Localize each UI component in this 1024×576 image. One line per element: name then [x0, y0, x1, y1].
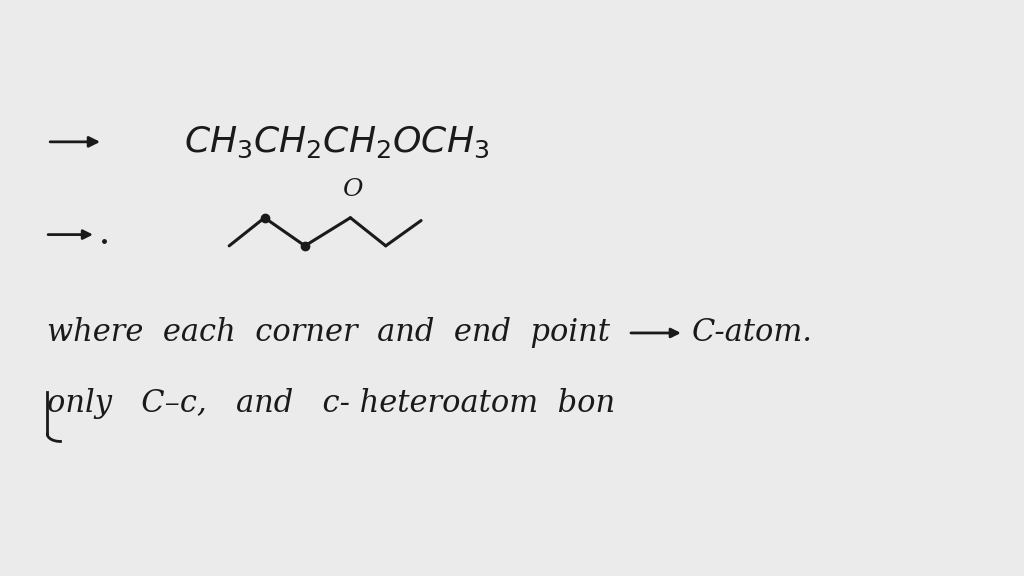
Text: O: O: [342, 178, 362, 201]
Text: C-atom.: C-atom.: [692, 317, 813, 348]
Text: where  each  corner  and  end  point: where each corner and end point: [47, 317, 610, 348]
Text: only   C–c,   and   c- heteroatom  bon: only C–c, and c- heteroatom bon: [47, 388, 615, 419]
Text: $\mathit{CH_3 CH_2 CH_2 OCH_3}$: $\mathit{CH_3 CH_2 CH_2 OCH_3}$: [183, 124, 489, 160]
